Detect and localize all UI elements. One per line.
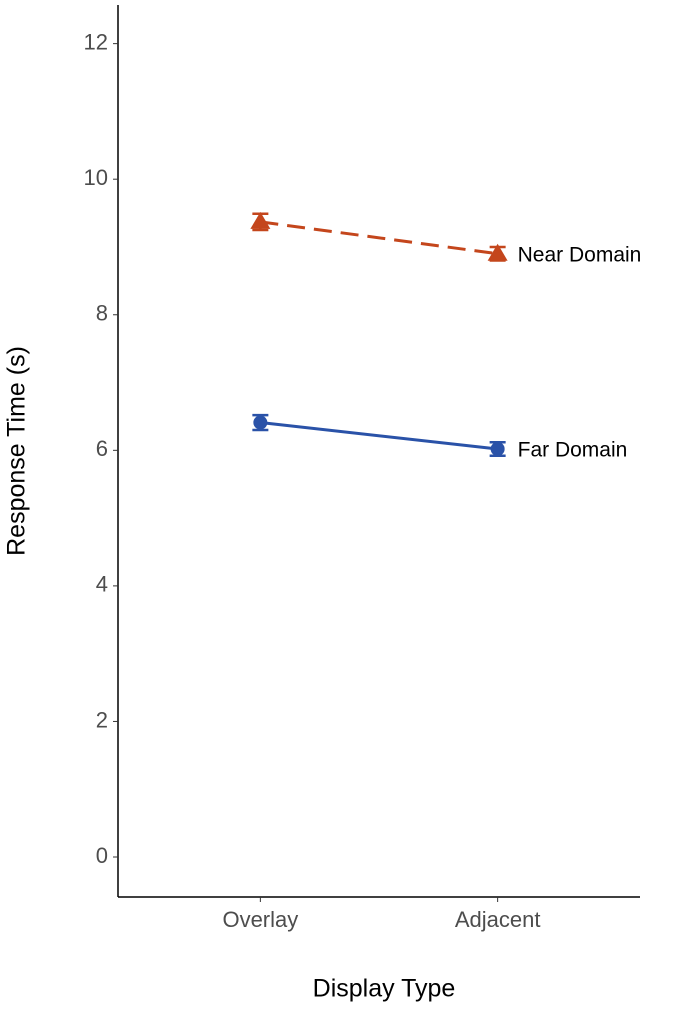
x-axis-title: Display Type xyxy=(313,975,456,1003)
y-tick-label: 10 xyxy=(84,165,108,190)
y-tick-label: 0 xyxy=(96,843,108,868)
x-tick-label: Overlay xyxy=(222,907,298,932)
x-tick-label: Adjacent xyxy=(455,907,541,932)
y-tick-label: 8 xyxy=(96,301,108,326)
point xyxy=(250,211,271,229)
point xyxy=(490,441,505,456)
y-tick-label: 6 xyxy=(96,436,108,461)
y-tick-label: 4 xyxy=(96,572,108,597)
series-line xyxy=(260,421,498,451)
series-label: Far Domain xyxy=(518,439,628,462)
point xyxy=(253,415,268,430)
series-line xyxy=(260,220,498,256)
point xyxy=(487,243,508,261)
y-tick-label: 2 xyxy=(96,707,108,732)
y-tick-label: 12 xyxy=(84,29,108,54)
series-label: Near Domain xyxy=(518,243,642,266)
y-axis-title: Response Time (s) xyxy=(3,346,31,556)
